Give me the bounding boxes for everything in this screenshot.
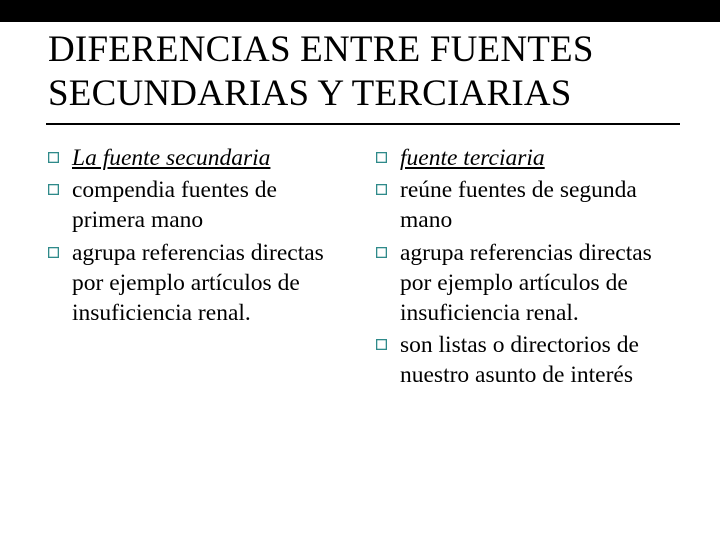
column-heading: La fuente secundaria (72, 143, 270, 173)
square-bullet-icon (372, 330, 400, 350)
square-bullet-icon (44, 175, 72, 195)
column-heading: fuente terciaria (400, 143, 545, 173)
list-text: agrupa referencias directas por ejemplo … (400, 238, 680, 328)
list-text: son listas o directorios de nuestro asun… (400, 330, 680, 390)
list-item: agrupa referencias directas por ejemplo … (44, 238, 352, 328)
list-item: son listas o directorios de nuestro asun… (372, 330, 680, 390)
square-bullet-icon (372, 175, 400, 195)
slide-title: DIFERENCIAS ENTRE FUENTES SECUNDARIAS Y … (0, 22, 720, 121)
left-column: La fuente secundaria compendia fuentes d… (44, 143, 352, 392)
list-text: compendia fuentes de primera mano (72, 175, 352, 235)
list-text: reúne fuentes de segunda mano (400, 175, 680, 235)
content-columns: La fuente secundaria compendia fuentes d… (0, 125, 720, 392)
top-bar (0, 0, 720, 22)
list-item: agrupa referencias directas por ejemplo … (372, 238, 680, 328)
square-bullet-icon (372, 238, 400, 258)
list-item: La fuente secundaria (44, 143, 352, 173)
square-bullet-icon (44, 143, 72, 163)
list-text: agrupa referencias directas por ejemplo … (72, 238, 352, 328)
square-bullet-icon (372, 143, 400, 163)
square-bullet-icon (44, 238, 72, 258)
list-item: fuente terciaria (372, 143, 680, 173)
right-column: fuente terciaria reúne fuentes de segund… (372, 143, 680, 392)
list-item: compendia fuentes de primera mano (44, 175, 352, 235)
list-item: reúne fuentes de segunda mano (372, 175, 680, 235)
